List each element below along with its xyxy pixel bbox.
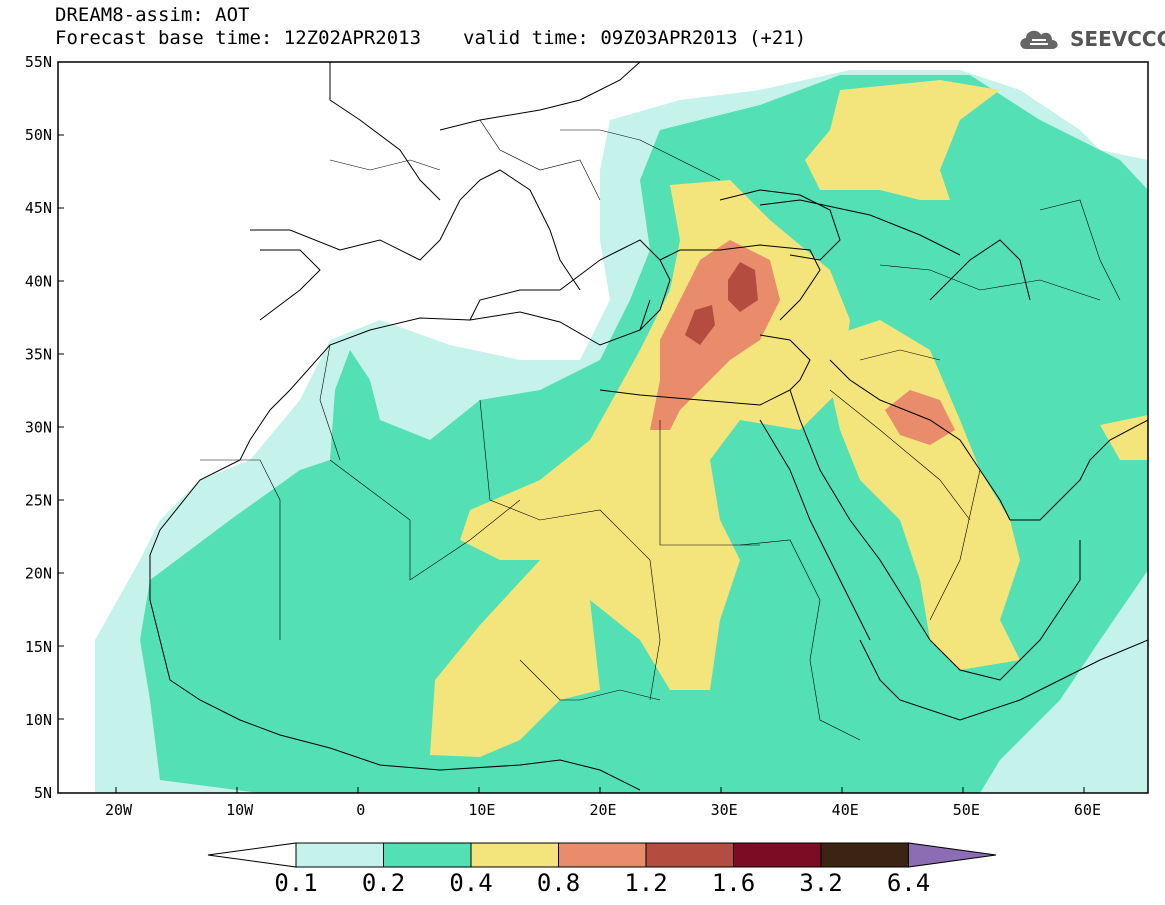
colorbar-label: 0.1 bbox=[274, 869, 317, 897]
axis-ticks bbox=[58, 134, 1085, 793]
colorbar-label: 0.8 bbox=[537, 869, 580, 897]
aot-contours bbox=[95, 70, 1148, 793]
forecast-base-time: Forecast base time: 12Z02APR2013 bbox=[55, 27, 422, 49]
colorbar-label: 3.2 bbox=[799, 869, 842, 897]
colorbar-box bbox=[470, 842, 559, 868]
logo-text: SEEVCCC bbox=[1070, 27, 1165, 51]
longitude-labels: 20W 10W 0 10E 20E 30E 40E 50E 60E bbox=[105, 801, 1101, 819]
lat-label: 5N bbox=[34, 784, 52, 802]
lon-label: 40E bbox=[832, 801, 859, 819]
borders bbox=[200, 119, 1121, 741]
chart-subtitle: Forecast base time: 12Z02APR2013 valid ti… bbox=[55, 28, 806, 49]
lon-label: 10E bbox=[468, 801, 495, 819]
colorbar-box bbox=[383, 842, 472, 868]
colorbar-label: 1.2 bbox=[624, 869, 667, 897]
colorbar-box bbox=[820, 842, 909, 868]
colorbar-label: 1.6 bbox=[712, 869, 755, 897]
colorbar-label: 6.4 bbox=[887, 869, 930, 897]
colorbar-box bbox=[558, 842, 647, 868]
coastlines bbox=[149, 62, 1148, 791]
lat-label: 55N bbox=[25, 53, 52, 71]
colorbar-box bbox=[645, 842, 734, 868]
lat-label: 25N bbox=[25, 492, 52, 510]
colorbar-label: 0.2 bbox=[362, 869, 405, 897]
lon-label: 30E bbox=[711, 801, 738, 819]
colorbar-box bbox=[733, 842, 822, 868]
lat-label: 15N bbox=[25, 638, 52, 656]
lat-label: 35N bbox=[25, 345, 52, 363]
colorbar-over-arrow bbox=[908, 842, 997, 868]
lat-label: 20N bbox=[25, 565, 52, 583]
lat-label: 40N bbox=[25, 272, 52, 290]
lat-label: 30N bbox=[25, 419, 52, 437]
cloud-logo-icon bbox=[1020, 30, 1058, 49]
colorbar-label: 0.4 bbox=[449, 869, 492, 897]
latitude-labels: 55N 50N 45N 40N 35N 30N 25N 20N 15N 10N 5N bbox=[25, 53, 52, 802]
valid-time: valid time: 09Z03APR2013 (+21) bbox=[463, 27, 807, 49]
lon-label: 10W bbox=[226, 801, 254, 819]
map-frame bbox=[57, 61, 1149, 794]
lat-label: 45N bbox=[25, 199, 52, 217]
lat-label: 50N bbox=[25, 126, 52, 144]
lon-label: 20E bbox=[589, 801, 616, 819]
lon-label: 50E bbox=[953, 801, 980, 819]
colorbar-under-arrow bbox=[207, 842, 297, 868]
chart-title: DREAM8-assim: AOT bbox=[55, 4, 250, 26]
lon-label: 0 bbox=[356, 801, 365, 819]
colorbar-box bbox=[295, 842, 384, 868]
lon-label: 20W bbox=[105, 801, 133, 819]
lat-label: 10N bbox=[25, 711, 52, 729]
lon-label: 60E bbox=[1074, 801, 1101, 819]
colorbar: 0.1 0.2 0.4 0.8 1.2 1.6 3.2 6.4 bbox=[207, 842, 997, 897]
